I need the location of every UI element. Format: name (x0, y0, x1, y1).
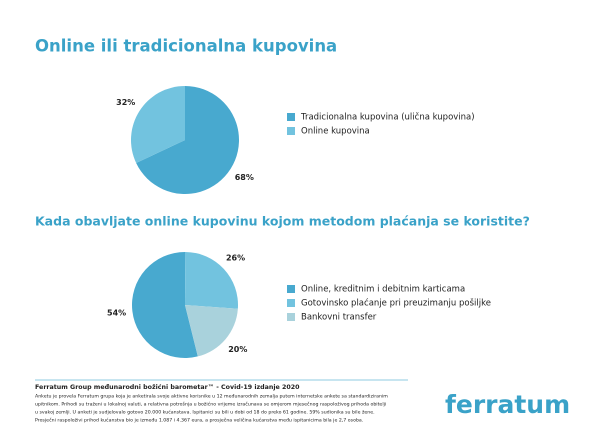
footer-text: Prosječni raspoloživi prihod kućanstva b… (35, 417, 363, 424)
footer-text: Anketu je provela Ferratum grupa koja je… (35, 394, 388, 400)
legend-swatch (287, 285, 295, 293)
footer-text: upitnikom. Prihodi su traženi u lokalnoj… (35, 401, 386, 408)
chart-title: Kada obavljate online kupovinu kojom met… (35, 214, 530, 229)
data-label: 32% (116, 98, 135, 107)
footer-title: Ferratum Group međunarodni božićni barom… (35, 383, 300, 391)
legend-swatch (287, 313, 295, 321)
legend-label: Online, kreditnim i debitnim karticama (301, 285, 465, 295)
pie-slice (131, 251, 198, 359)
pie-slice (131, 85, 185, 163)
legend-label: Bankovni transfer (301, 313, 377, 323)
data-label: 26% (226, 254, 245, 263)
footer-text: u svakoj zemlji. U anketi je sudjelovalo… (35, 409, 375, 416)
legend-swatch (287, 127, 295, 135)
legend-label: Online kupovina (301, 127, 370, 137)
data-label: 68% (235, 173, 254, 182)
logo: ferratum (445, 390, 570, 419)
pie-slice (185, 252, 238, 309)
data-label: 20% (228, 345, 247, 354)
pie-slice (185, 305, 238, 357)
pie-slice (136, 86, 239, 194)
data-label: 54% (107, 309, 126, 318)
legend-swatch (287, 299, 295, 307)
legend-label: Tradicionalna kupovina (ulična kupovina) (300, 112, 475, 123)
legend-label: Gotovinsko plaćanje pri preuzimanju poši… (301, 298, 491, 309)
legend-swatch (287, 113, 295, 121)
chart-title: Online ili tradicionalna kupovina (35, 37, 337, 56)
